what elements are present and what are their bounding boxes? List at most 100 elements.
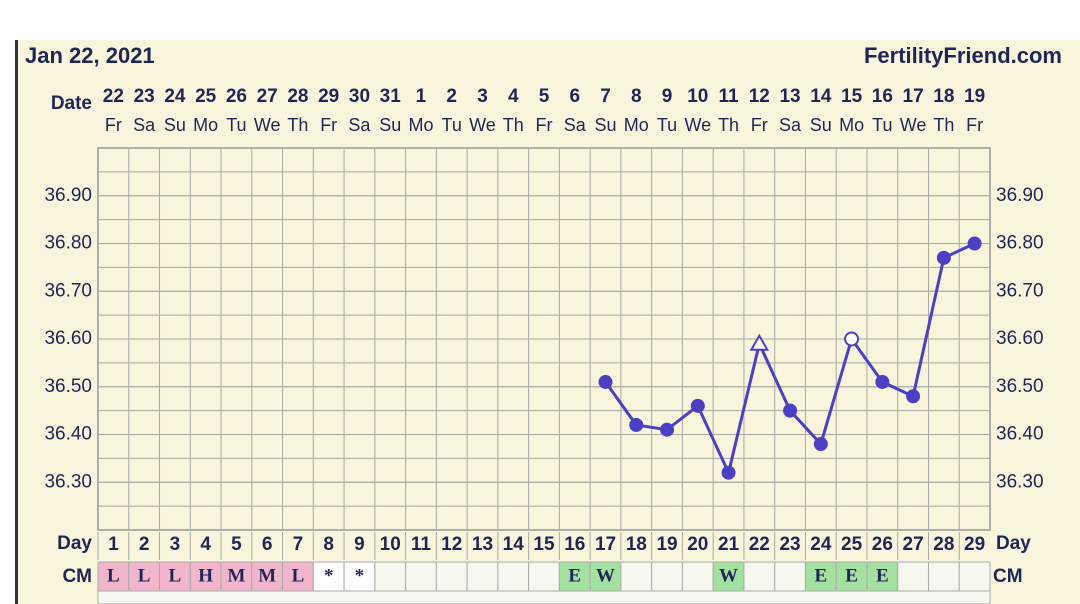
cm-cell xyxy=(897,561,929,592)
date-number: 29 xyxy=(318,86,339,107)
day-number: 6 xyxy=(262,534,273,555)
day-number: 17 xyxy=(595,534,616,555)
weekday: Fr xyxy=(966,115,983,135)
weekday: Mo xyxy=(839,115,864,135)
cm-label-right: CM xyxy=(993,566,1023,587)
date-number: 4 xyxy=(508,86,519,107)
day-number: 2 xyxy=(139,534,150,555)
cm-cell xyxy=(620,561,653,592)
cm-value: E xyxy=(845,565,858,586)
cm-row-tail xyxy=(97,590,991,604)
weekday: Mo xyxy=(408,115,433,135)
day-number: 11 xyxy=(411,534,432,555)
day-number: 3 xyxy=(170,534,181,555)
day-number: 13 xyxy=(472,534,493,555)
cm-cell xyxy=(251,561,284,592)
day-number: 5 xyxy=(231,534,242,555)
date-label: Date xyxy=(51,93,92,114)
day-label-right: Day xyxy=(996,533,1031,554)
temperature-marker xyxy=(844,331,860,347)
date-number: 17 xyxy=(903,86,924,107)
day-number: 23 xyxy=(779,534,800,555)
y-tick-label: 36.50 xyxy=(44,376,92,397)
date-number: 2 xyxy=(446,86,457,107)
y-tick-label-right: 36.70 xyxy=(996,280,1044,301)
weekday: Th xyxy=(503,115,524,135)
weekday: Su xyxy=(810,115,832,135)
y-tick-label: 36.80 xyxy=(44,233,92,254)
weekday: We xyxy=(900,115,927,135)
day-number: 4 xyxy=(200,534,211,555)
weekday: Su xyxy=(595,115,617,135)
y-tick-label-right: 36.60 xyxy=(996,328,1044,349)
y-tick-label: 36.30 xyxy=(44,471,92,492)
day-number: 14 xyxy=(503,534,525,555)
date-number: 28 xyxy=(287,86,308,107)
cm-value: E xyxy=(568,565,581,586)
temperature-marker xyxy=(721,465,736,480)
cm-value: E xyxy=(876,565,889,586)
cm-value: * xyxy=(355,565,365,586)
cm-value: E xyxy=(814,565,827,586)
cm-cell xyxy=(589,561,622,592)
date-number: 7 xyxy=(600,86,611,107)
day-number: 20 xyxy=(687,534,708,555)
cm-cell xyxy=(651,561,683,592)
date-number: 6 xyxy=(569,86,580,107)
weekday: Tu xyxy=(226,115,246,135)
date-number: 30 xyxy=(349,86,370,107)
day-number: 7 xyxy=(293,534,304,555)
temperature-marker xyxy=(660,422,675,437)
site-name: FertilityFriend.com xyxy=(864,43,1062,68)
cm-cell xyxy=(712,561,745,592)
y-tick-label-right: 36.50 xyxy=(996,376,1044,397)
cm-value: L xyxy=(138,565,151,586)
date-number: 26 xyxy=(226,86,247,107)
cm-cell xyxy=(374,561,407,592)
temperature-marker xyxy=(813,437,828,452)
cm-cell xyxy=(466,561,499,592)
date-number: 10 xyxy=(687,86,708,107)
weekday: Fr xyxy=(751,115,768,135)
date-number: 11 xyxy=(719,86,740,107)
weekday: We xyxy=(684,115,711,135)
day-number: 15 xyxy=(533,534,555,555)
day-number: 12 xyxy=(441,534,462,555)
date-number: 14 xyxy=(810,86,832,107)
day-number: 8 xyxy=(323,534,334,555)
cm-cell xyxy=(435,561,468,592)
day-number: 25 xyxy=(841,534,863,555)
temperature-marker xyxy=(906,389,921,404)
weekday: Sa xyxy=(564,115,587,135)
cm-value: L xyxy=(169,565,182,586)
date-number: 15 xyxy=(841,86,863,107)
day-number: 26 xyxy=(872,534,893,555)
date-number: 27 xyxy=(257,86,278,107)
day-number: 24 xyxy=(810,534,832,555)
date-number: 12 xyxy=(749,86,770,107)
y-tick-label: 36.70 xyxy=(44,280,92,301)
day-number: 29 xyxy=(964,534,985,555)
weekday: Fr xyxy=(536,115,553,135)
cm-value: W xyxy=(596,565,615,586)
day-number: 22 xyxy=(749,534,770,555)
weekday: We xyxy=(254,115,281,135)
cm-cell xyxy=(189,561,222,592)
weekday: Sa xyxy=(348,115,371,135)
cm-cell xyxy=(528,561,560,592)
day-number: 27 xyxy=(903,534,924,555)
weekday: Mo xyxy=(624,115,649,135)
cm-label: CM xyxy=(62,566,92,587)
cm-cell xyxy=(743,561,776,592)
cm-cell xyxy=(282,561,314,592)
weekday: Su xyxy=(164,115,186,135)
weekday: Th xyxy=(287,115,308,135)
y-tick-label: 36.90 xyxy=(44,185,92,206)
y-tick-label: 36.60 xyxy=(44,328,92,349)
y-tick-label: 36.40 xyxy=(44,424,92,445)
cm-cell xyxy=(558,561,591,592)
day-number: 1 xyxy=(108,534,119,555)
date-number: 18 xyxy=(933,86,954,107)
date-number: 8 xyxy=(631,86,642,107)
